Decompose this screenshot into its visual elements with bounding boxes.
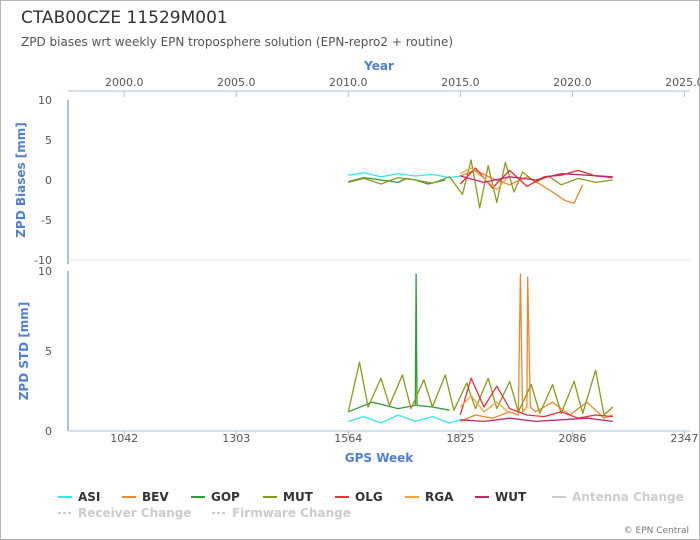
legend-label: OLG: [355, 490, 383, 504]
legend-label: WUT: [495, 490, 527, 504]
legend-item-bev[interactable]: BEV: [122, 490, 169, 504]
x-axis-title: GPS Week: [345, 451, 415, 465]
year-tick-label: 2020.0: [553, 76, 592, 89]
legend-label: GOP: [211, 490, 240, 504]
legend-item-gop[interactable]: GOP: [191, 490, 240, 504]
legend-label: ASI: [78, 490, 100, 504]
credit-text[interactable]: © EPN Central: [623, 526, 689, 536]
gps-week-tick-label: 1042: [110, 432, 138, 445]
std-series-asi: [348, 414, 461, 424]
legend-label: Receiver Change: [78, 506, 192, 520]
bias-series-mut: [348, 159, 613, 209]
year-tick-label: 2000.0: [105, 76, 144, 89]
bias-y-axis-title: ZPD Biases [mm]: [14, 122, 28, 238]
legend: ASI BEV GOP MUT OLG RGA WUT Antenna Change Recei…: [58, 490, 684, 520]
legend-item-wut[interactable]: WUT: [475, 490, 527, 504]
year-tick-label: 2005.0: [217, 76, 256, 89]
gps-week-tick-label: 2086: [558, 432, 586, 445]
std-series-wut: [460, 417, 613, 423]
bias-series-gop: [348, 176, 446, 185]
legend-label: BEV: [142, 490, 169, 504]
bias-series-rga: [460, 167, 511, 191]
legend-item-receiver-change[interactable]: Receiver Change: [58, 506, 192, 520]
year-tick-label: 2010.0: [329, 76, 368, 89]
gps-week-tick-label: 1303: [222, 432, 250, 445]
legend-item-rga[interactable]: RGA: [405, 490, 454, 504]
std-y-tick-label: 5: [45, 345, 52, 358]
bias-series-asi: [348, 172, 461, 179]
bias-y-tick-label: -5: [41, 214, 52, 227]
year-tick-label: 2015.0: [441, 76, 480, 89]
std-y-tick-label: 0: [45, 425, 52, 438]
std-series-mut: [347, 361, 614, 416]
legend-item-firmware-change[interactable]: Firmware Change: [212, 506, 351, 520]
std-y-axis-title: ZPD STD [mm]: [17, 302, 31, 401]
legend-label: Firmware Change: [232, 506, 351, 520]
chart-subtitle: ZPD biases wrt weekly EPN troposphere so…: [21, 35, 454, 49]
bias-y-tick-label: 5: [45, 134, 52, 147]
top-axis-title: Year: [363, 59, 394, 73]
legend-item-asi[interactable]: ASI: [58, 490, 100, 504]
year-tick-label: 2025.0: [665, 76, 700, 89]
legend-label: RGA: [425, 490, 454, 504]
gps-week-tick-label: 1564: [334, 432, 362, 445]
legend-label: MUT: [283, 490, 314, 504]
legend-item-mut[interactable]: MUT: [263, 490, 314, 504]
bias-y-tick-label: -10: [34, 254, 52, 267]
std-series-gop: [348, 273, 450, 413]
legend-item-antenna-change[interactable]: Antenna Change: [552, 490, 684, 504]
bias-y-tick-label: 0: [45, 174, 52, 187]
std-y-tick-label: 10: [38, 265, 52, 278]
chart-title: CTAB00CZE 11529M001: [21, 8, 228, 28]
std-series-bev: [460, 273, 613, 422]
legend-label: Antenna Change: [572, 490, 684, 504]
bias-series-wut: [460, 172, 613, 184]
std-series-rga: [459, 395, 511, 414]
gps-week-tick-label: 1825: [446, 432, 474, 445]
std-series-olg: [459, 377, 613, 419]
gps-week-tick-label: 2347: [670, 432, 698, 445]
legend-item-olg[interactable]: OLG: [335, 490, 383, 504]
bias-y-tick-label: 10: [38, 94, 52, 107]
